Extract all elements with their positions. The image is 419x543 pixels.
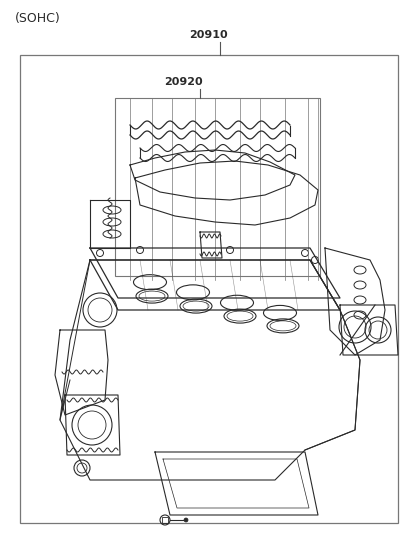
Bar — [115, 98, 320, 276]
Text: 20910: 20910 — [189, 30, 228, 40]
Bar — [20, 55, 398, 523]
Text: (SOHC): (SOHC) — [15, 12, 61, 25]
Bar — [162, 517, 168, 523]
Text: 20920: 20920 — [164, 77, 202, 87]
Circle shape — [184, 518, 188, 522]
